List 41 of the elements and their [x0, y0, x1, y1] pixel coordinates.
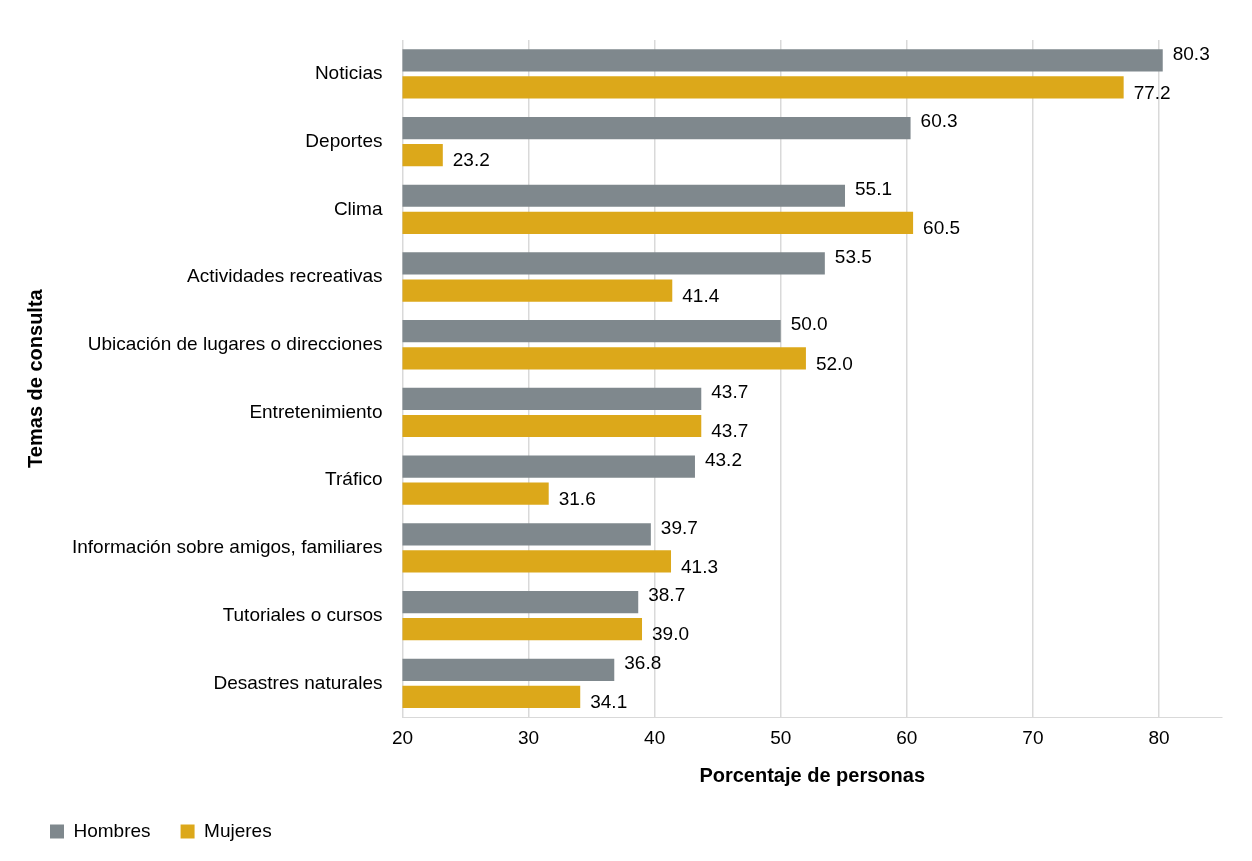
y-tick-label: Deportes: [305, 129, 383, 151]
y-tick-label: Tráfico: [325, 468, 383, 490]
data-label: 31.6: [558, 487, 596, 509]
data-label: 43.2: [704, 448, 742, 470]
x-tick-label: 70: [1022, 726, 1044, 748]
y-axis-title: Temas de consulta: [23, 288, 46, 468]
data-label: 39.7: [660, 516, 698, 538]
x-tick-label: 20: [391, 726, 414, 748]
x-tick-label: 40: [644, 726, 666, 748]
data-label: 53.5: [834, 245, 872, 267]
data-label: 41.4: [682, 284, 720, 306]
x-tick-label: 80: [1148, 726, 1170, 748]
x-tick-label: 30: [517, 726, 540, 748]
data-label: 50.0: [790, 313, 828, 335]
y-tick-label: Información sobre amigos, familiares: [71, 536, 383, 558]
y-tick-label: Actividades recreativas: [187, 265, 383, 287]
data-label: 36.8: [624, 652, 662, 674]
data-label: 60.3: [920, 110, 958, 132]
y-tick-label: Clima: [333, 197, 383, 219]
data-label: 23.2: [452, 149, 490, 171]
x-tick-label: 50: [770, 726, 792, 748]
legend-label: Hombres: [73, 819, 151, 841]
data-label: 43.7: [711, 381, 749, 403]
y-tick-label: Noticias: [314, 62, 383, 84]
y-tick-label: Entretenimiento: [249, 400, 383, 422]
data-label: 41.3: [681, 555, 718, 577]
y-tick-label: Desastres naturales: [213, 671, 383, 693]
data-label: 52.0: [815, 352, 853, 374]
y-tick-label: Tutoriales o cursos: [222, 603, 383, 625]
x-tick-label: 60: [896, 726, 918, 748]
x-axis-title: Porcentaje de personas: [699, 763, 926, 786]
y-tick-label: Ubicación de lugares o direcciones: [87, 332, 383, 354]
data-label: 60.5: [923, 217, 961, 239]
data-label: 80.3: [1172, 42, 1210, 64]
data-label: 39.0: [652, 623, 689, 645]
data-label: 77.2: [1133, 81, 1171, 103]
data-label: 34.1: [590, 691, 628, 713]
data-label: 43.7: [711, 420, 749, 442]
data-label: 38.7: [648, 584, 686, 606]
legend-label: Mujeres: [204, 819, 272, 841]
data-label: 55.1: [855, 177, 892, 199]
